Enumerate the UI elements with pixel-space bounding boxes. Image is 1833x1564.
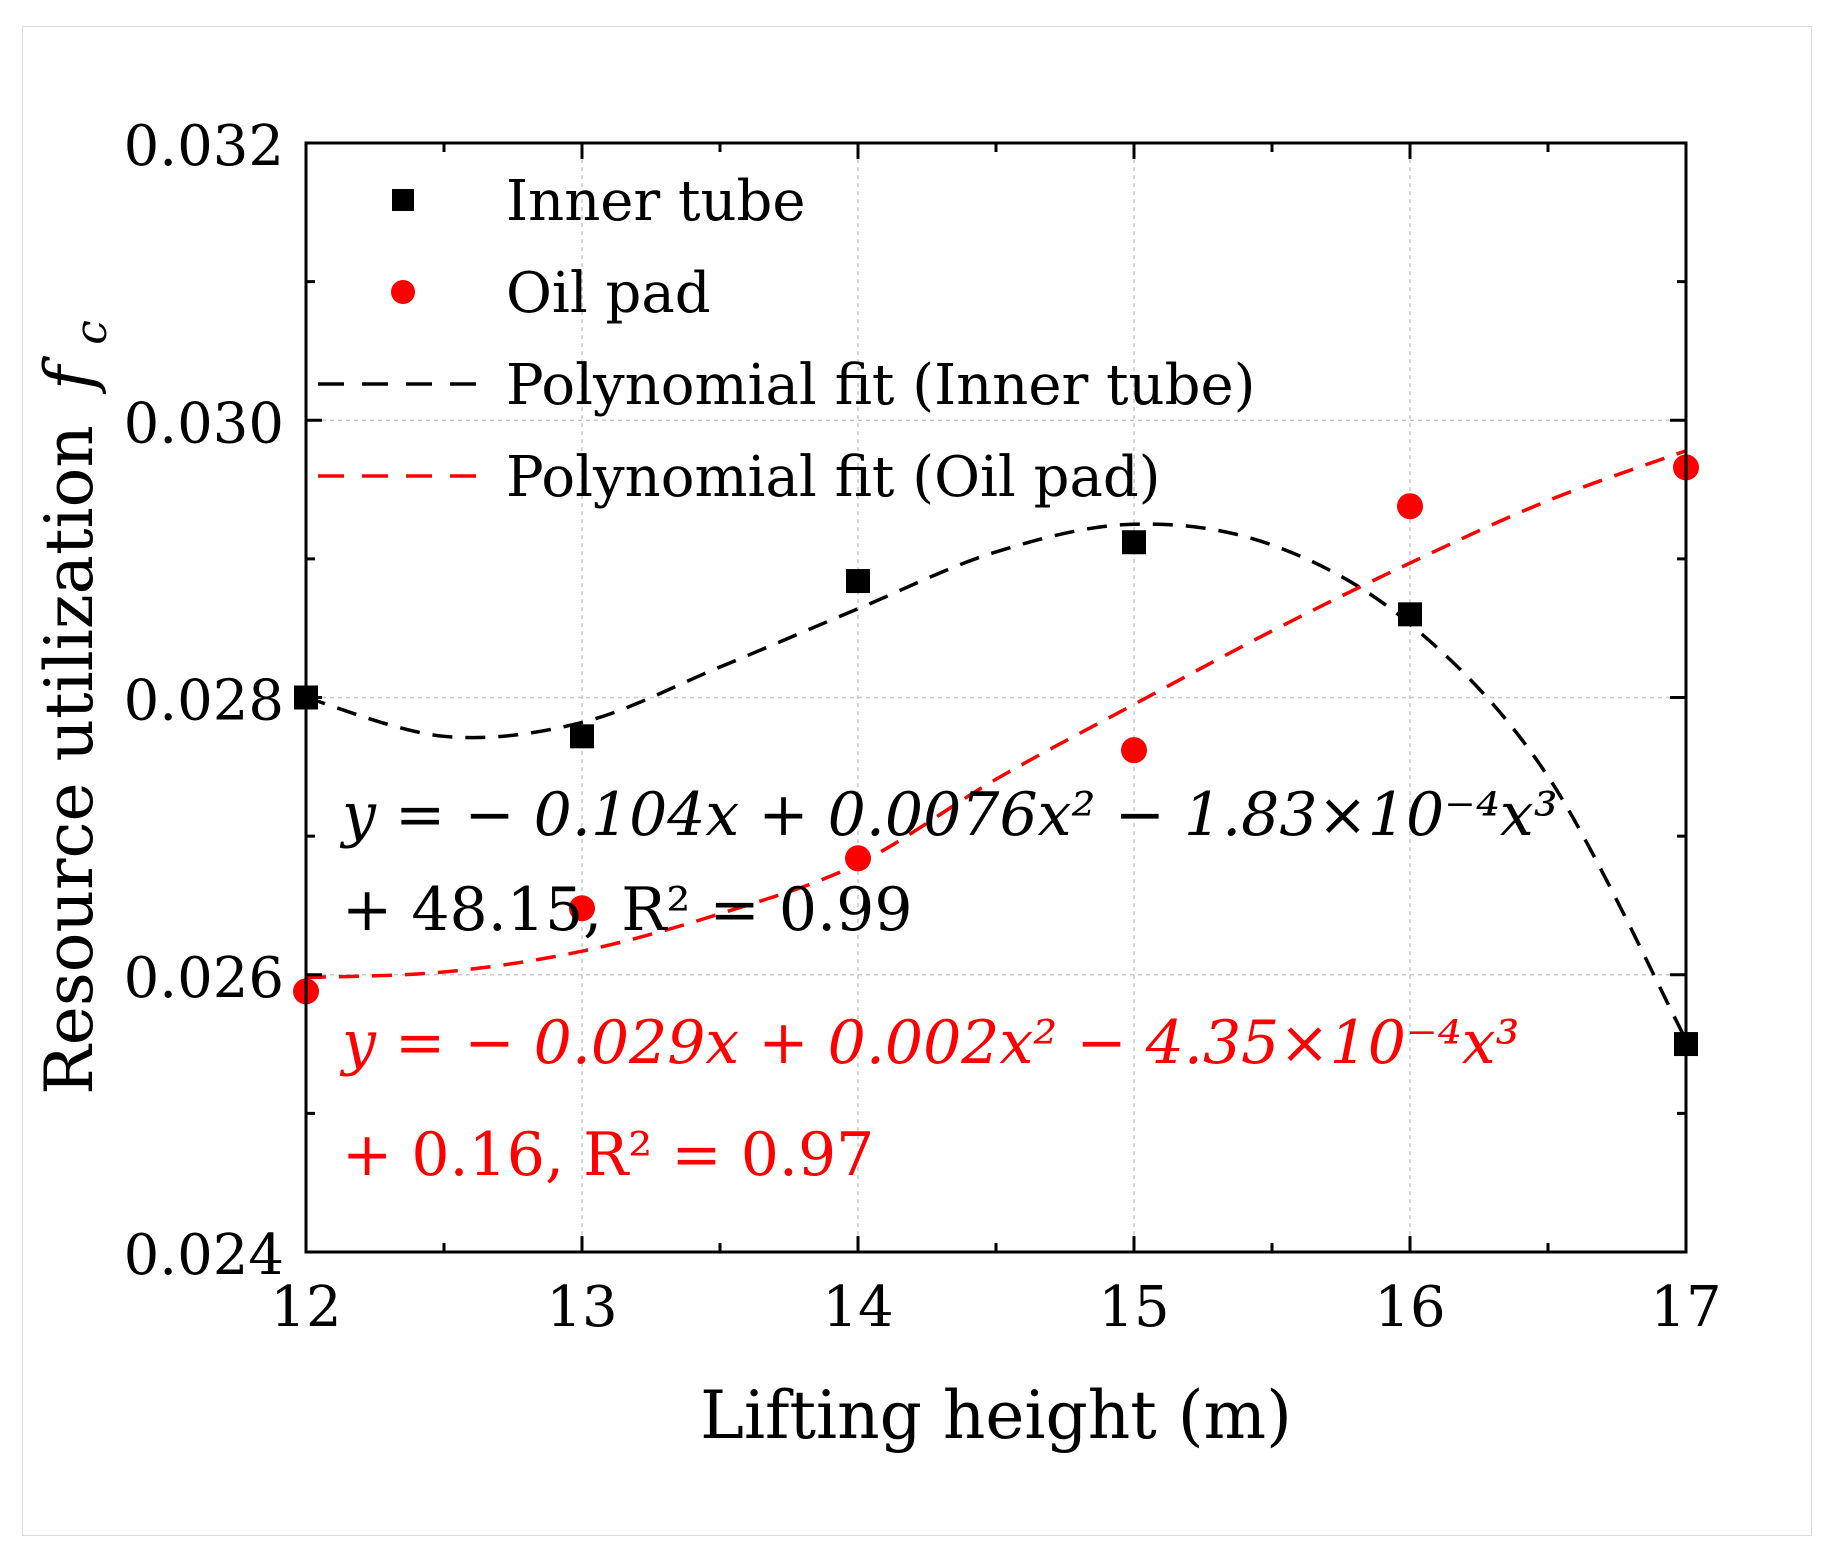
legend-symbol-circle (391, 280, 415, 304)
x-axis-title: Lifting height (m) (700, 1377, 1292, 1454)
y-tick-label: 0.026 (124, 946, 284, 1011)
y-tick-label: 0.024 (124, 1223, 284, 1288)
y-tick-label: 0.032 (124, 114, 284, 179)
x-tick-label: 15 (1098, 1275, 1169, 1340)
point-layer (293, 454, 1699, 1057)
data-point-circle (845, 845, 871, 872)
y-axis-title-text: Resource utilization (31, 425, 108, 1095)
data-point-square (1122, 530, 1146, 555)
y-axis-title-subscript: c (66, 320, 117, 345)
tick-layer (304, 141, 1688, 1254)
x-tick-label: 13 (546, 1275, 617, 1340)
equation-line: + 0.16, R² = 0.97 (342, 1120, 874, 1190)
data-point-circle (1397, 493, 1423, 520)
y-axis-title: Resource utilization f c (31, 320, 117, 1095)
data-point-square (1398, 602, 1422, 627)
legend-label: Polynomial fit (Oil pad) (506, 445, 1161, 510)
grid-layer (306, 143, 1686, 1252)
x-tick-label: 16 (1374, 1275, 1445, 1340)
figure-frame (22, 26, 1812, 1536)
legend-symbol-square (392, 189, 414, 211)
legend-label: Polynomial fit (Inner tube) (506, 353, 1255, 418)
fit-curve (305, 449, 1687, 980)
legend-label: Oil pad (506, 261, 711, 326)
legend: Inner tube Oil pad Polynomial fit (Inner t… (318, 169, 1255, 510)
equation-line: y = − 0.104x + 0.0076x² − 1.83×10⁻⁴x³ (339, 780, 1558, 850)
fit-curve (305, 522, 1688, 1041)
y-tick-label: 0.030 (124, 391, 284, 456)
x-tick-label: 12 (270, 1275, 341, 1340)
x-tick-label: 14 (822, 1275, 893, 1340)
x-tick-label: 17 (1650, 1275, 1721, 1340)
legend-label: Inner tube (506, 169, 806, 234)
y-tick-label: 0.028 (124, 669, 284, 734)
data-point-circle (569, 895, 595, 922)
fit-layer (305, 449, 1688, 1041)
data-point-square (570, 724, 594, 749)
tick-label-layer: 12 13 14 15 16 17 0.024 0.026 0.028 0.030 0.032 (124, 114, 1722, 1340)
equation-line: y = − 0.029x + 0.002x² − 4.35×10⁻⁴x³ (339, 1008, 1520, 1078)
data-point-square (846, 569, 870, 594)
equation-line: + 48.15, R² = 0.99 (342, 875, 913, 945)
y-axis-title-symbol: f (31, 355, 108, 395)
data-point-circle (1121, 737, 1147, 764)
equation-annotations: y = − 0.104x + 0.0076x² − 1.83×10⁻⁴x³ + 4… (339, 780, 1558, 1190)
